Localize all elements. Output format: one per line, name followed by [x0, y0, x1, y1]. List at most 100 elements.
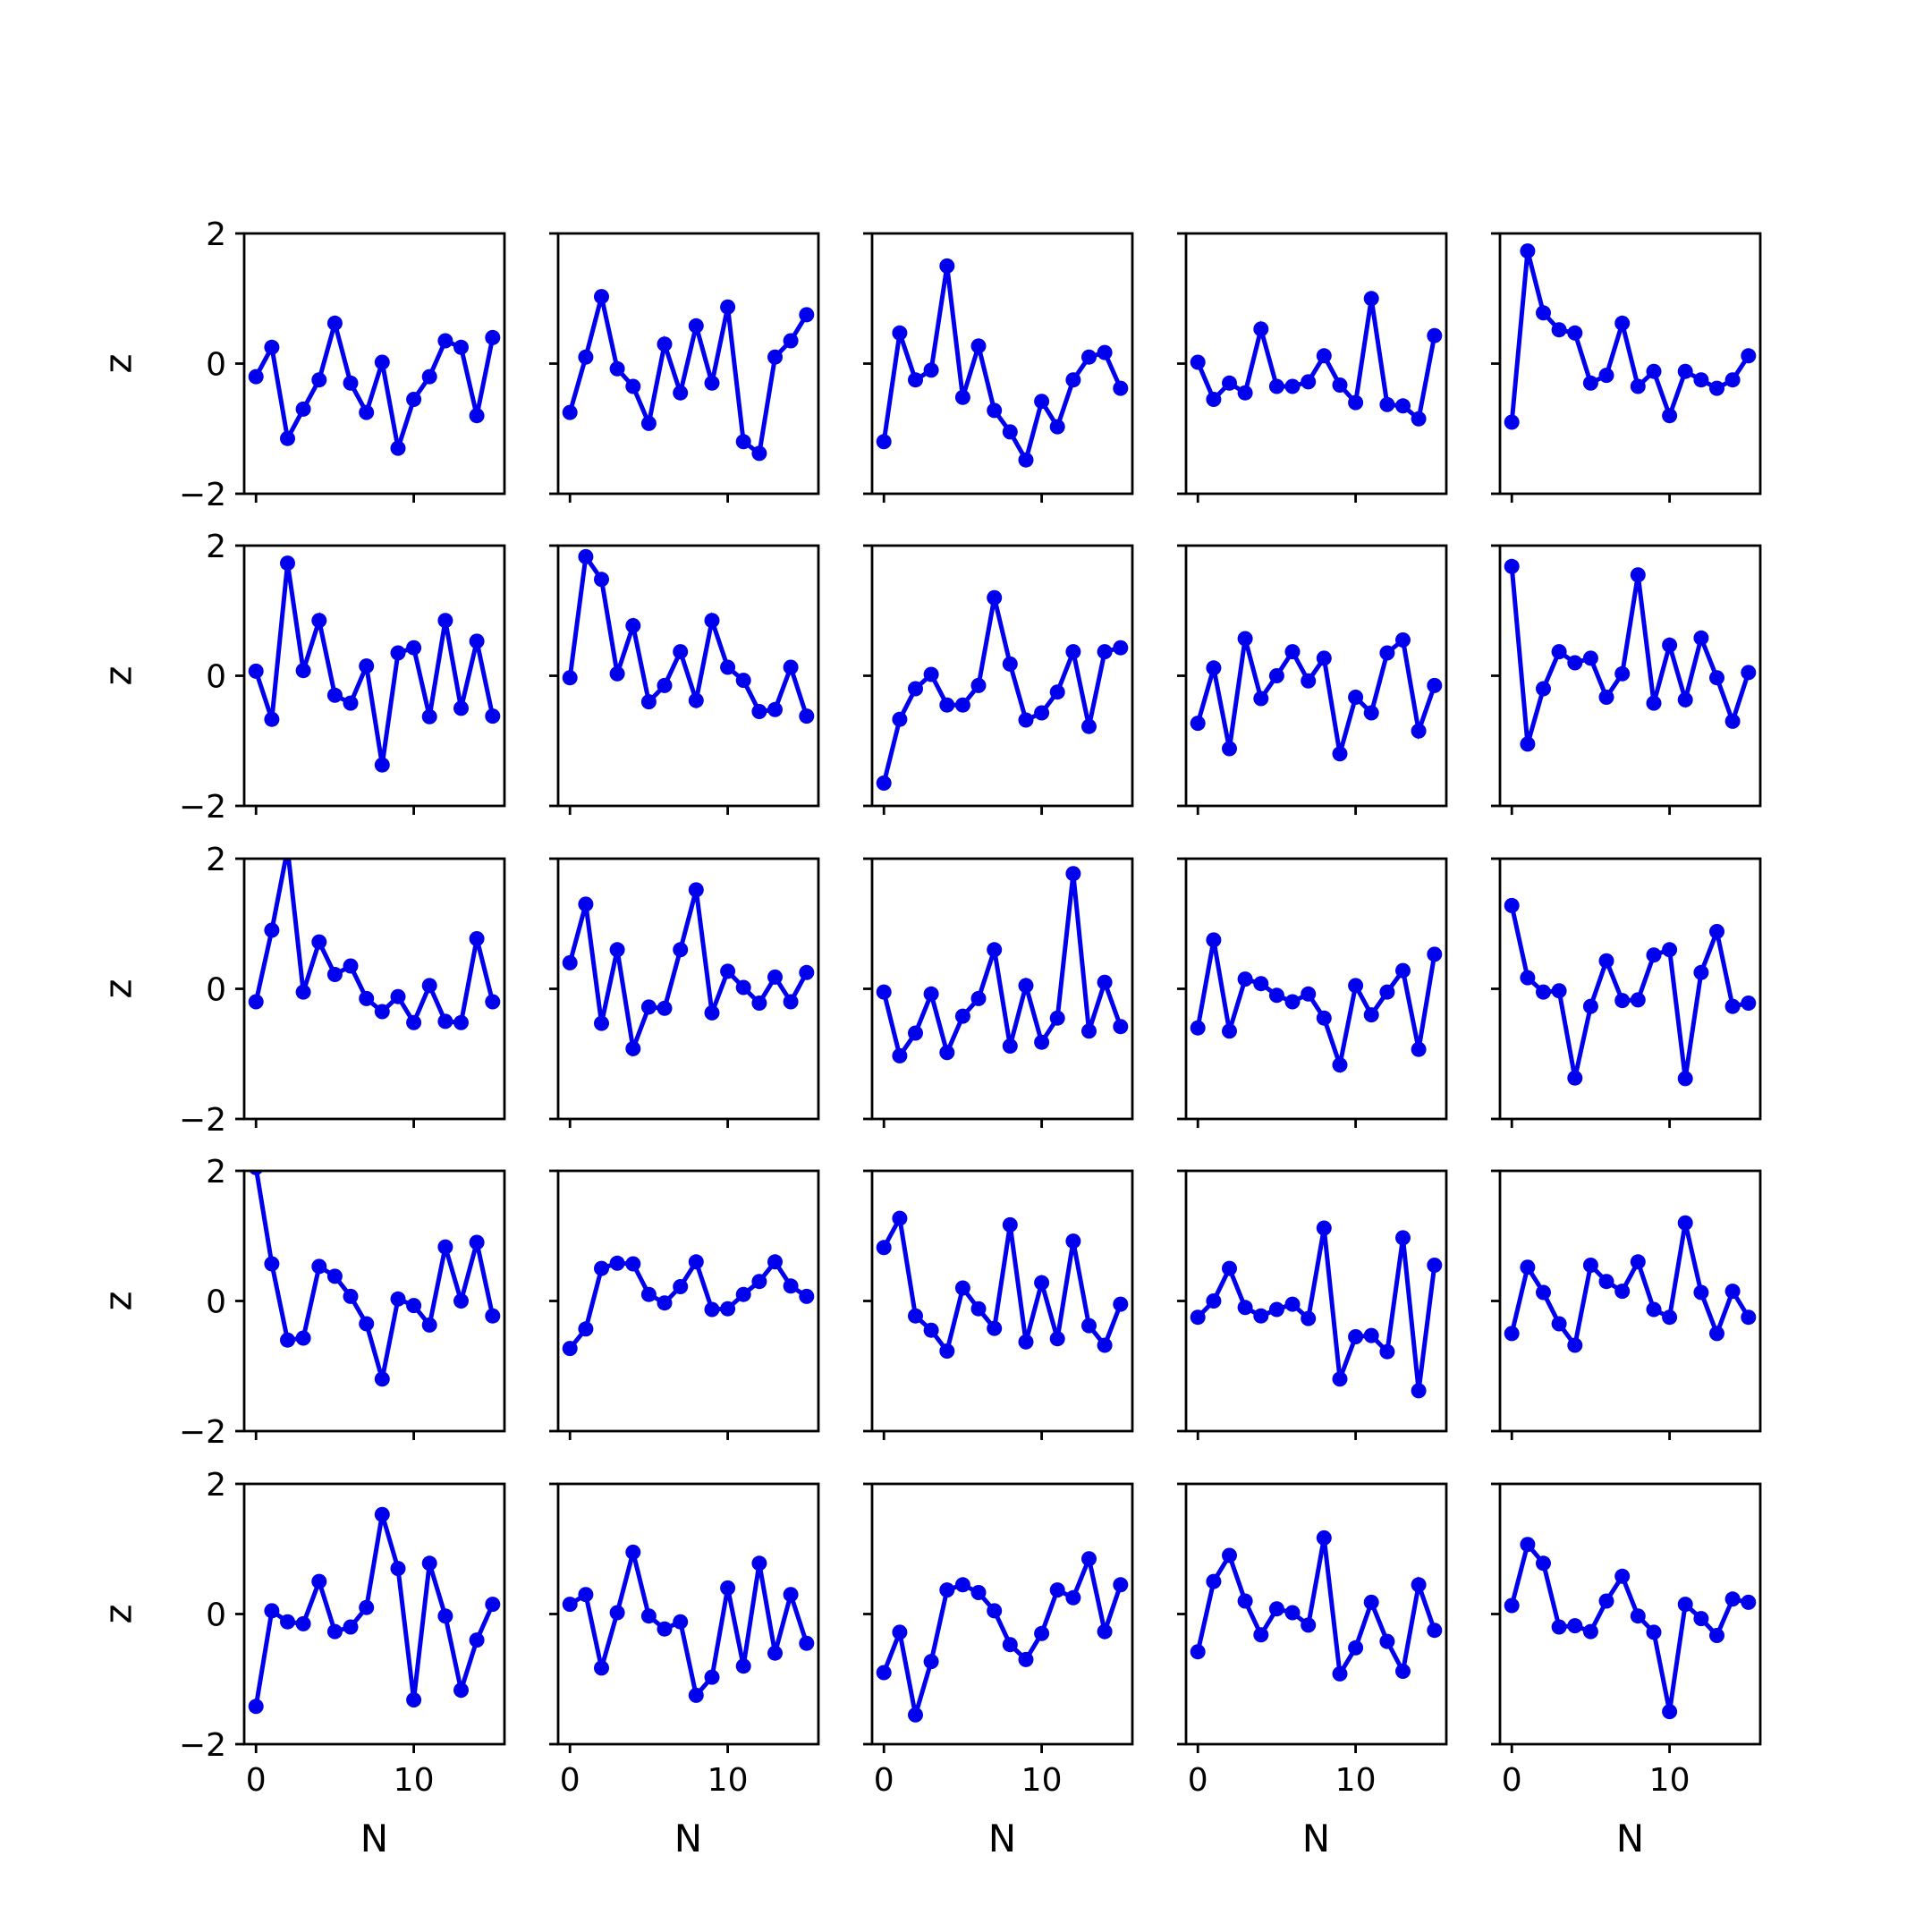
data-point — [1504, 1326, 1520, 1342]
data-point — [1034, 394, 1050, 410]
data-point — [1253, 1308, 1269, 1324]
data-point — [390, 988, 406, 1004]
x-axis-label: N — [1302, 1817, 1330, 1860]
data-point — [1113, 1577, 1129, 1593]
data-point — [1551, 1316, 1567, 1332]
data-point — [751, 704, 767, 719]
data-point — [970, 990, 987, 1006]
x-tick-label: 10 — [1335, 1762, 1377, 1799]
data-point — [720, 299, 736, 315]
data-point — [1190, 1020, 1206, 1036]
data-point — [1097, 974, 1113, 990]
data-point — [640, 694, 657, 710]
series-line — [568, 1257, 809, 1351]
data-point — [1724, 372, 1741, 388]
data-point — [657, 1295, 673, 1311]
y-tick-label: 2 — [206, 842, 226, 878]
data-point — [406, 392, 422, 407]
series-line — [1195, 635, 1437, 755]
data-point — [970, 1301, 987, 1317]
data-point — [1284, 1605, 1301, 1621]
data-point — [1222, 741, 1237, 757]
data-point — [1363, 291, 1379, 307]
subplot-r4-c1: −2 0 2 z — [97, 1154, 506, 1451]
data-point — [1693, 1611, 1709, 1627]
subplot-r2-c2 — [549, 544, 820, 815]
data-point — [767, 349, 783, 365]
data-point — [485, 329, 501, 345]
x-axis-label: N — [360, 1817, 388, 1860]
subplot-r5-c4: 0 10N — [1177, 1482, 1448, 1860]
data-point — [1646, 947, 1662, 963]
data-point — [311, 372, 327, 388]
data-point — [1504, 414, 1520, 430]
data-point — [1316, 1530, 1332, 1546]
data-point — [1677, 691, 1693, 708]
x-tick-label: 0 — [874, 1762, 894, 1799]
data-series — [876, 866, 1129, 1063]
data-point — [1237, 1593, 1253, 1609]
data-point — [295, 1615, 311, 1631]
data-point — [673, 385, 689, 401]
data-point — [1427, 327, 1443, 343]
data-point — [1190, 1644, 1206, 1660]
data-series — [562, 1544, 815, 1703]
data-series — [1190, 1530, 1443, 1682]
data-point — [657, 1000, 673, 1016]
data-series — [1504, 1537, 1757, 1720]
data-point — [1113, 1296, 1129, 1312]
series-line — [882, 1211, 1123, 1357]
data-point — [264, 339, 280, 355]
data-point — [1395, 632, 1411, 648]
data-point — [1363, 1327, 1379, 1343]
data-point — [421, 1555, 437, 1572]
data-point — [673, 1614, 689, 1630]
y-axis-label: z — [97, 1604, 140, 1623]
series-line — [567, 295, 809, 458]
data-point — [735, 979, 751, 996]
data-point — [1520, 1259, 1536, 1275]
data-point — [609, 360, 625, 377]
data-point — [1268, 987, 1284, 1004]
data-point — [954, 389, 970, 405]
data-point — [421, 978, 437, 994]
data-point — [1724, 1284, 1741, 1300]
data-point — [469, 931, 485, 946]
y-tick-label: 2 — [206, 1467, 226, 1504]
data-series — [1190, 1220, 1443, 1399]
data-point — [751, 445, 767, 462]
data-point — [453, 1293, 469, 1309]
data-point — [1348, 1640, 1364, 1656]
data-point — [1630, 567, 1646, 583]
data-point — [908, 1025, 923, 1041]
x-tick-label: 10 — [394, 1762, 435, 1799]
x-axis-label: N — [1616, 1817, 1644, 1860]
data-point — [594, 1015, 609, 1031]
data-series — [562, 548, 815, 724]
data-point — [1693, 372, 1709, 388]
data-point — [421, 1317, 437, 1333]
data-point — [1284, 644, 1301, 660]
data-point — [326, 1623, 343, 1640]
data-point — [437, 1239, 453, 1255]
data-point — [1065, 372, 1081, 388]
data-point — [1332, 1665, 1348, 1682]
data-point — [1427, 1258, 1443, 1273]
data-point — [1332, 746, 1348, 762]
data-point — [469, 408, 485, 424]
data-point — [1332, 377, 1348, 393]
data-point — [248, 663, 264, 679]
data-point — [1395, 1664, 1411, 1679]
data-point — [892, 1624, 908, 1640]
x-tick-label: 0 — [246, 1762, 267, 1799]
data-point — [295, 663, 311, 679]
data-point — [1065, 1589, 1081, 1606]
data-point — [326, 315, 343, 331]
data-point — [673, 644, 689, 660]
data-point — [1567, 1070, 1583, 1086]
x-tick-label: 0 — [1188, 1762, 1208, 1799]
subplot-r3-c5 — [1491, 857, 1762, 1128]
data-point — [1709, 1326, 1724, 1342]
data-point — [783, 1587, 799, 1603]
